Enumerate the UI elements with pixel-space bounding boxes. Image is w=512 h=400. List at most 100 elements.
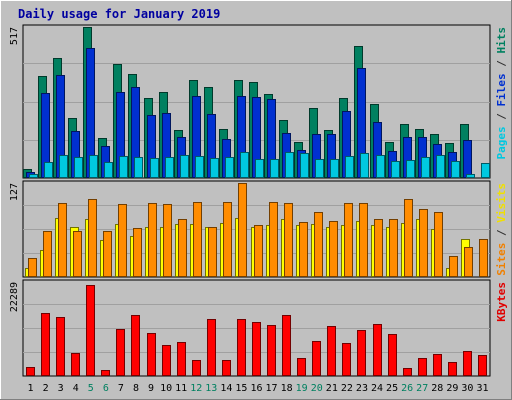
- legend-entry: /: [495, 223, 508, 243]
- bar-pages-day-16: [255, 159, 264, 178]
- bar-sites-day-2: [43, 231, 52, 277]
- bar-kbytes-day-12: [192, 360, 201, 376]
- day-label-7: 7: [118, 383, 124, 394]
- bar-pages-day-4: [74, 157, 83, 178]
- bar-sites-day-26: [404, 199, 413, 277]
- bar-sites-day-5: [88, 199, 97, 277]
- bar-kbytes-day-2: [41, 313, 50, 376]
- bar-sites-day-4: [73, 231, 82, 277]
- bar-pages-day-7: [119, 156, 128, 178]
- bar-pages-day-30: [466, 174, 475, 178]
- day-label-26: 26: [401, 383, 413, 394]
- bar-pages-day-6: [104, 162, 113, 178]
- bar-sites-day-10: [163, 204, 172, 277]
- bar-kbytes-day-16: [252, 322, 261, 376]
- bar-files-day-30: [463, 140, 472, 178]
- bar-kbytes-day-18: [282, 315, 291, 376]
- legend-entry: /: [495, 54, 508, 74]
- bar-pages-day-25: [391, 161, 400, 178]
- bar-sites-day-28: [434, 212, 443, 277]
- bar-sites-day-25: [389, 219, 398, 277]
- bar-sites-day-22: [344, 203, 353, 277]
- day-label-23: 23: [356, 383, 368, 394]
- bar-kbytes-day-24: [373, 324, 382, 376]
- bar-sites-day-8: [133, 228, 142, 277]
- legend-entry: Visits: [495, 183, 508, 223]
- bar-pages-day-18: [285, 152, 294, 178]
- bar-pages-day-29: [451, 161, 460, 178]
- bar-pages-day-22: [345, 156, 354, 178]
- bar-kbytes-day-3: [56, 317, 65, 376]
- panels-group: 517 Pages / Files / Hits 127 Sites / Visits…: [9, 24, 508, 377]
- bar-sites-day-24: [374, 219, 383, 277]
- bar-sites-day-30: [464, 247, 473, 277]
- panel-kbytes: 22289 KBytes: [9, 279, 508, 377]
- day-label-28: 28: [431, 383, 443, 394]
- bar-kbytes-day-27: [418, 358, 427, 376]
- bar-kbytes-day-31: [478, 355, 487, 376]
- bar-sites-day-20: [314, 212, 323, 277]
- legend-entry: Files: [495, 73, 508, 106]
- bar-sites-day-13: [208, 227, 217, 277]
- bar-sites-day-17: [269, 202, 278, 277]
- day-label-13: 13: [205, 383, 217, 394]
- day-label-20: 20: [311, 383, 323, 394]
- bar-pages-day-8: [134, 157, 143, 178]
- panel-legend: KBytes: [495, 282, 508, 322]
- bar-kbytes-day-15: [237, 319, 246, 376]
- bar-kbytes-day-9: [147, 333, 156, 376]
- bar-sites-day-23: [359, 203, 368, 277]
- bar-pages-day-14: [225, 157, 234, 178]
- bar-kbytes-day-17: [267, 325, 276, 376]
- legend-entry: /: [495, 107, 508, 127]
- series-pages: [29, 152, 490, 178]
- bar-pages-day-5: [89, 155, 98, 178]
- day-label-10: 10: [160, 383, 172, 394]
- day-label-30: 30: [461, 383, 473, 394]
- bar-kbytes-day-10: [162, 345, 171, 376]
- bar-pages-day-31: [481, 163, 490, 178]
- bar-pages-day-23: [360, 153, 369, 178]
- bar-pages-day-19: [300, 153, 309, 178]
- day-label-25: 25: [386, 383, 398, 394]
- bar-kbytes-day-30: [463, 351, 472, 376]
- legend-entry: Hits: [495, 27, 508, 54]
- series-sites: [28, 183, 488, 277]
- bar-pages-day-2: [44, 162, 53, 178]
- bar-sites-day-21: [329, 221, 338, 277]
- day-label-18: 18: [281, 383, 293, 394]
- bar-kbytes-day-13: [207, 319, 216, 376]
- bar-kbytes-day-4: [71, 353, 80, 376]
- bar-sites-day-31: [479, 239, 488, 277]
- day-label-1: 1: [28, 383, 34, 394]
- panel-max-label: 22289: [9, 282, 20, 312]
- day-label-31: 31: [476, 383, 488, 394]
- bar-sites-day-11: [178, 219, 187, 277]
- bar-kbytes-day-23: [357, 330, 366, 376]
- chart-title: Daily usage for January 2019: [18, 7, 220, 21]
- panel-pages-files-hits: 517 Pages / Files / Hits: [9, 24, 508, 179]
- day-label-6: 6: [103, 383, 109, 394]
- legend-entry: KBytes: [495, 282, 508, 322]
- panel-sites-visits: 127 Sites / Visits: [9, 180, 508, 278]
- bar-kbytes-day-28: [433, 354, 442, 376]
- bar-pages-day-3: [59, 155, 68, 178]
- legend-entry: Pages: [495, 126, 508, 159]
- legend-entry: Sites: [495, 243, 508, 276]
- bar-kbytes-day-19: [297, 358, 306, 376]
- day-label-3: 3: [58, 383, 64, 394]
- bar-pages-day-21: [330, 159, 339, 178]
- bar-kbytes-day-7: [116, 329, 125, 376]
- bar-kbytes-day-1: [26, 367, 35, 376]
- bar-sites-day-3: [58, 203, 67, 277]
- panel-legend: Sites / Visits: [495, 183, 508, 276]
- bar-pages-day-15: [240, 152, 249, 178]
- bar-sites-day-18: [284, 203, 293, 277]
- bar-pages-day-26: [406, 160, 415, 178]
- bar-sites-day-19: [299, 222, 308, 277]
- bar-pages-day-1: [29, 174, 38, 178]
- bar-kbytes-day-20: [312, 341, 321, 376]
- bar-sites-day-27: [419, 209, 428, 277]
- bar-pages-day-27: [421, 157, 430, 178]
- bar-kbytes-day-22: [342, 343, 351, 376]
